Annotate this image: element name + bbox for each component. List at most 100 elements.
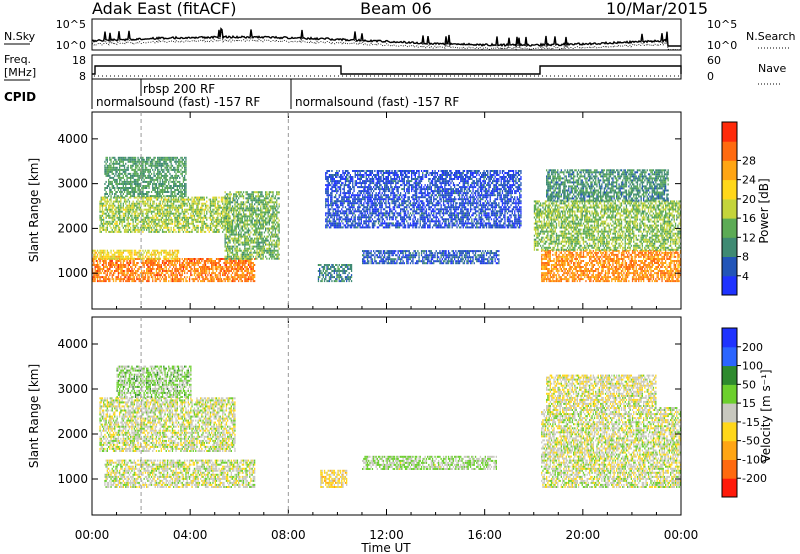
heatmap-cell xyxy=(218,206,220,209)
heatmap-cell xyxy=(175,272,177,275)
heatmap-cell xyxy=(265,209,267,212)
heatmap-cell xyxy=(197,224,199,227)
heatmap-cell xyxy=(119,176,121,179)
heatmap-cell xyxy=(234,193,236,196)
heatmap-cell xyxy=(161,162,164,165)
heatmap-cell xyxy=(273,213,275,216)
heatmap-cell xyxy=(179,230,181,233)
heatmap-cell xyxy=(138,185,140,187)
heatmap-cell xyxy=(271,205,273,208)
heatmap-cell xyxy=(190,214,192,217)
heatmap-cell xyxy=(141,170,143,173)
heatmap-cell xyxy=(103,226,105,229)
heatmap-cell xyxy=(131,272,133,275)
heatmap-cell xyxy=(389,254,391,257)
heatmap-cell xyxy=(244,209,246,212)
heatmap-cell xyxy=(133,272,135,275)
heatmap-cell xyxy=(343,270,345,272)
heatmap-cell xyxy=(196,218,198,221)
heatmap-cell xyxy=(134,189,137,191)
heatmap-cell xyxy=(230,219,232,222)
heatmap-cell xyxy=(266,205,268,208)
heatmap-cell xyxy=(166,187,169,189)
heatmap-cell xyxy=(96,278,99,281)
heatmap-cell xyxy=(338,274,340,277)
heatmap-cell xyxy=(239,235,241,238)
heatmap-cell xyxy=(193,196,196,199)
heatmap-cell xyxy=(161,276,164,279)
heatmap-cell xyxy=(109,183,111,185)
heatmap-cell xyxy=(168,257,170,260)
heatmap-cell xyxy=(265,213,267,216)
heatmap-cell xyxy=(133,268,135,270)
heatmap-cell xyxy=(222,200,224,203)
noise-panel-frame xyxy=(91,18,682,51)
heatmap-cell xyxy=(121,164,123,167)
heatmap-cell xyxy=(142,230,144,233)
heatmap-cell xyxy=(112,185,115,187)
heatmap-cell xyxy=(225,241,228,244)
heatmap-cell xyxy=(153,222,155,225)
heatmap-cell xyxy=(193,200,196,203)
noise-sky-label: N.Sky xyxy=(4,30,36,43)
heatmap-cell xyxy=(152,162,154,165)
heatmap-cell xyxy=(98,274,100,277)
heatmap-cell xyxy=(146,270,148,272)
heatmap-cell xyxy=(116,262,118,264)
heatmap-cell xyxy=(133,280,135,283)
heatmap-cell xyxy=(173,168,175,171)
heatmap-cell xyxy=(384,250,386,253)
heatmap-cell xyxy=(96,262,99,264)
heatmap-cell xyxy=(148,266,150,268)
heatmap-cell xyxy=(235,245,237,248)
heatmap-cell xyxy=(101,276,104,279)
heatmap-cell xyxy=(197,204,199,207)
heatmap-cell xyxy=(407,250,409,253)
heatmap-cell xyxy=(218,222,220,225)
heatmap-cell xyxy=(123,266,126,268)
heatmap-cell xyxy=(168,230,170,233)
heatmap-cell xyxy=(165,270,167,272)
heatmap-cell xyxy=(381,258,383,261)
heatmap-cell xyxy=(168,210,170,213)
heatmap-cell xyxy=(106,268,108,270)
heatmap-cell xyxy=(161,272,164,275)
heatmap-cell xyxy=(234,195,236,198)
heatmap-cell xyxy=(262,251,264,254)
heatmap-cell xyxy=(134,214,137,217)
heatmap-cell xyxy=(235,225,237,228)
heatmap-cell xyxy=(249,233,251,236)
heatmap-cell xyxy=(402,256,404,259)
heatmap-cell xyxy=(100,272,102,275)
freq-unit-label: [MHz] xyxy=(4,66,36,79)
heatmap-cell xyxy=(260,245,262,248)
heatmap-cell xyxy=(220,206,223,209)
heatmap-cell xyxy=(224,249,226,252)
heatmap-cell xyxy=(184,216,186,219)
heatmap-cell xyxy=(175,195,177,198)
heatmap-cell xyxy=(164,270,166,272)
heatmap-cell xyxy=(263,247,266,250)
heatmap-cell xyxy=(141,226,143,229)
heatmap-cell xyxy=(117,270,120,272)
heatmap-cell xyxy=(261,213,263,216)
heatmap-cell xyxy=(165,200,167,203)
heatmap-cell xyxy=(101,255,104,258)
heatmap-cell xyxy=(363,252,365,255)
heatmap-cell xyxy=(166,164,169,167)
heatmap-cell xyxy=(109,266,111,268)
heatmap-cell xyxy=(225,260,228,262)
heatmap-cell xyxy=(256,235,258,238)
heatmap-cell xyxy=(181,204,183,207)
heatmap-cell xyxy=(152,187,154,189)
heatmap-cell xyxy=(258,227,261,230)
heatmap-cell xyxy=(267,219,269,222)
heatmap-cell xyxy=(146,268,148,270)
heatmap-cell xyxy=(141,174,143,177)
heatmap-cell xyxy=(177,210,180,213)
heatmap-cell xyxy=(197,258,199,260)
heatmap-cell xyxy=(245,255,247,258)
heatmap-cell xyxy=(161,268,164,270)
heatmap-cell xyxy=(228,219,230,222)
heatmap-cell xyxy=(127,228,129,231)
